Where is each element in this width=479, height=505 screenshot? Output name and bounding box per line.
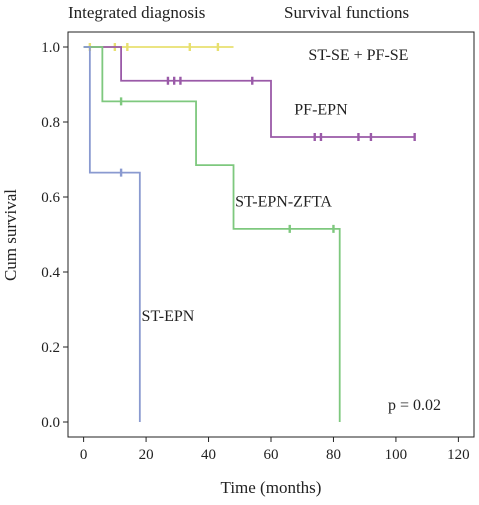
x-tick-label: 0 — [80, 447, 88, 463]
y-tick-label: 0.2 — [41, 340, 60, 356]
x-axis-title: Time (months) — [221, 478, 322, 497]
series-label-pf-epn: PF-EPN — [294, 102, 348, 119]
x-tick-label: 60 — [264, 447, 279, 463]
y-tick-label: 0.0 — [41, 415, 60, 431]
x-tick-label: 40 — [201, 447, 216, 463]
p-value-annotation: p = 0.02 — [388, 397, 441, 414]
series-line-st-epn — [83, 46, 141, 422]
series-label-st-epn-zfta: ST-EPN-ZFTA — [235, 193, 332, 210]
x-tick-label: 100 — [385, 447, 408, 463]
series-label-st-se-pf-se: ST-SE + PF-SE — [308, 47, 408, 64]
x-tick-label: 120 — [447, 447, 470, 463]
y-tick-label: 0.6 — [41, 190, 60, 206]
series-layer — [83, 43, 416, 422]
x-tick-label: 80 — [326, 447, 341, 463]
y-tick-label: 0.4 — [41, 265, 60, 281]
axes-layer: 0 20 40 60 80 100 120 0.0 0.2 0.4 0.6 0.8 1.0 — [41, 40, 469, 463]
x-tick-label: 20 — [139, 447, 154, 463]
y-tick-label: 0.8 — [41, 115, 60, 131]
y-axis-title: Cum survival — [1, 189, 20, 281]
chart-title-right: Survival functions — [284, 3, 409, 22]
series-line-st-epn-zfta — [83, 46, 341, 422]
labels-layer: ST-SE + PF-SE PF-EPN ST-EPN-ZFTA ST-EPN — [142, 47, 409, 325]
chart-title-left: Integrated diagnosis — [68, 3, 205, 22]
series-label-st-epn: ST-EPN — [142, 308, 195, 325]
series-line-pf-epn — [83, 46, 415, 138]
y-tick-label: 1.0 — [41, 40, 60, 56]
